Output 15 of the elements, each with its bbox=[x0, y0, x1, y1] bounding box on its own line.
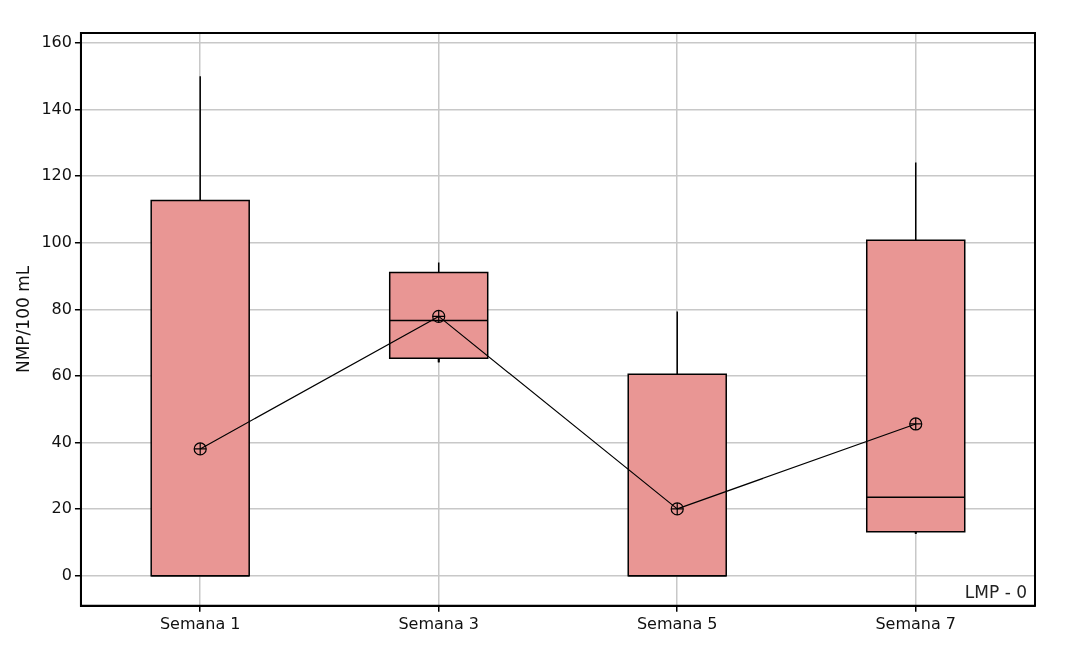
x-tick-label: Semana 7 bbox=[875, 613, 957, 633]
y-axis-title: NMP/100 mL bbox=[12, 265, 33, 374]
y-tick-label: 140 bbox=[41, 98, 72, 118]
annotation: LMP - 0 bbox=[964, 581, 1027, 602]
x-tick-label: Semana 3 bbox=[398, 613, 480, 633]
y-tick-label: 80 bbox=[51, 298, 72, 318]
y-tick-label: 120 bbox=[41, 165, 72, 185]
y-tick-label: 20 bbox=[51, 498, 72, 518]
y-tick-label: 60 bbox=[51, 365, 72, 385]
x-tick-label: Semana 1 bbox=[159, 613, 241, 633]
y-tick-label: 0 bbox=[61, 564, 72, 584]
y-tick-label: 160 bbox=[41, 32, 72, 52]
x-tick-label: Semana 5 bbox=[636, 613, 718, 633]
y-tick-label: 40 bbox=[51, 431, 72, 451]
y-tick-label: 100 bbox=[41, 231, 72, 251]
